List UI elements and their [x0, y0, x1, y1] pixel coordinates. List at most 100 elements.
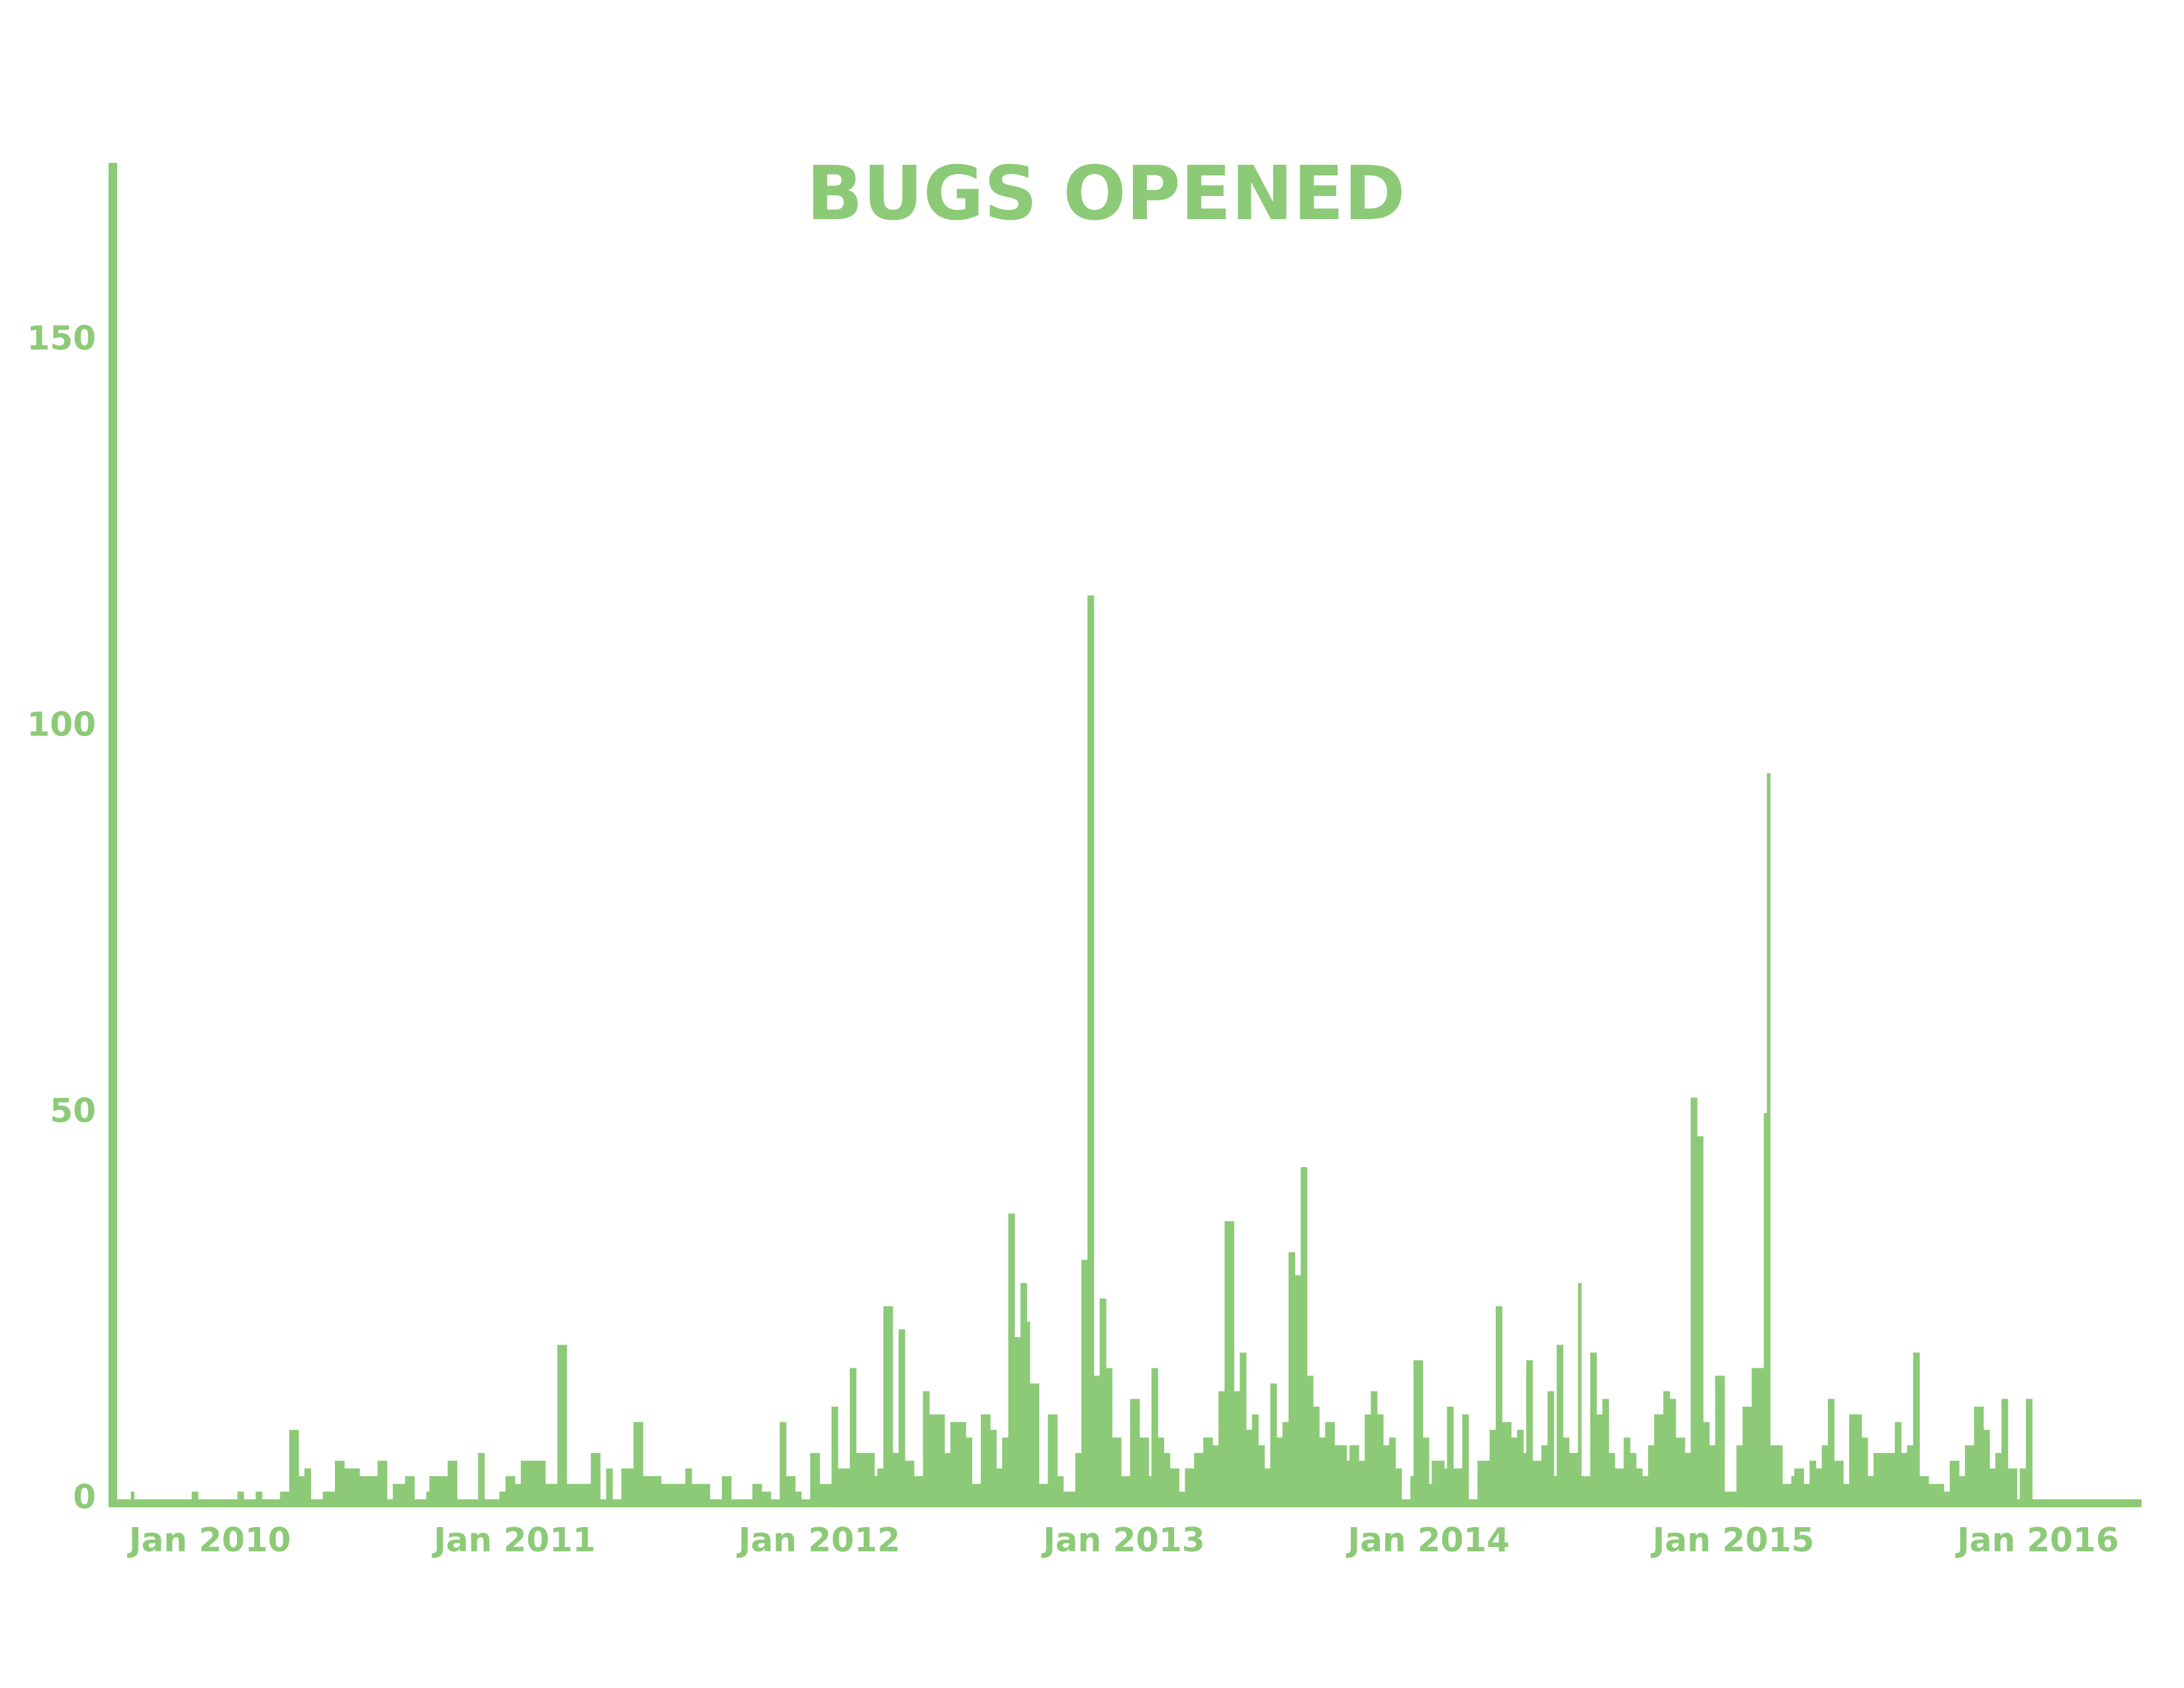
bar — [2026, 1399, 2033, 1499]
x-tick-label: Jan 2011 — [432, 1521, 596, 1560]
x-tick-label: Jan 2010 — [127, 1521, 291, 1560]
bar — [1111, 1437, 1122, 1499]
bar — [1139, 1437, 1150, 1499]
bar — [1635, 1468, 1643, 1499]
bar — [1989, 1468, 1996, 1499]
bar — [1663, 1391, 1670, 1499]
bar — [1675, 1437, 1686, 1499]
bar — [780, 1422, 787, 1499]
bar — [1834, 1460, 1844, 1499]
bar — [1715, 1376, 1725, 1499]
bar — [1502, 1422, 1512, 1499]
bar — [831, 1406, 839, 1499]
bar — [377, 1460, 388, 1499]
bar — [130, 1491, 135, 1499]
bar — [1151, 1368, 1158, 1499]
bar — [1596, 1414, 1603, 1499]
y-tick-label: 0 — [73, 1478, 96, 1517]
bar — [1014, 1336, 1021, 1499]
bar — [1358, 1460, 1365, 1499]
bar — [1087, 595, 1095, 1500]
bar — [874, 1476, 878, 1499]
bar — [761, 1491, 772, 1499]
bar — [1913, 1352, 1920, 1499]
bar — [721, 1476, 732, 1499]
bar — [1928, 1483, 1944, 1499]
bar — [904, 1460, 915, 1499]
bar — [1919, 1476, 1929, 1499]
bar — [1511, 1437, 1518, 1499]
bar — [1654, 1414, 1664, 1499]
bar — [1809, 1460, 1817, 1499]
bar — [1861, 1437, 1868, 1499]
bar — [1709, 1445, 1716, 1499]
bar — [1964, 1445, 1975, 1499]
bar — [1443, 1468, 1448, 1499]
bar — [2001, 1399, 2009, 1499]
bar — [1319, 1437, 1326, 1499]
bar — [343, 1468, 360, 1499]
bar — [1306, 1376, 1314, 1499]
bar — [1029, 1383, 1040, 1499]
bar — [1020, 1283, 1027, 1499]
bar — [1257, 1445, 1265, 1499]
bar — [505, 1476, 516, 1499]
bar — [752, 1483, 762, 1499]
bar — [1815, 1468, 1823, 1499]
bar — [441, 1476, 449, 1499]
bar — [1803, 1483, 1811, 1499]
bar — [1288, 1252, 1295, 1499]
bar — [1895, 1422, 1902, 1499]
bar — [1532, 1460, 1542, 1499]
bar — [1557, 1344, 1564, 1499]
bar — [1489, 1429, 1496, 1499]
bar — [621, 1468, 635, 1499]
bar — [913, 1476, 924, 1499]
bar — [1251, 1414, 1259, 1499]
bar — [1623, 1437, 1631, 1499]
bar — [1669, 1399, 1676, 1499]
bar — [1782, 1483, 1792, 1499]
y-tick-label: 50 — [50, 1092, 96, 1130]
x-tick-label: Jan 2012 — [737, 1521, 901, 1560]
bar — [1075, 1452, 1082, 1499]
bar — [606, 1468, 613, 1499]
bar — [1334, 1445, 1347, 1499]
bar — [1325, 1422, 1335, 1499]
bar — [1526, 1360, 1533, 1499]
bar — [950, 1422, 966, 1499]
bar — [533, 1460, 546, 1499]
bar — [280, 1491, 290, 1499]
bar — [786, 1476, 796, 1499]
bar — [1240, 1352, 1247, 1499]
bar — [643, 1476, 662, 1499]
bar — [359, 1476, 379, 1499]
bar — [1224, 1221, 1234, 1499]
bar — [1958, 1476, 1966, 1499]
bar — [1212, 1445, 1219, 1499]
bar — [1517, 1429, 1524, 1499]
bar — [1234, 1391, 1241, 1499]
bar — [898, 1329, 905, 1499]
bar — [237, 1491, 244, 1499]
bar — [1377, 1414, 1384, 1499]
bar — [429, 1476, 442, 1499]
bar — [1270, 1383, 1277, 1499]
bar — [1312, 1406, 1320, 1499]
bar — [1547, 1391, 1555, 1499]
bar — [1523, 1452, 1527, 1499]
bar — [989, 1429, 997, 1499]
bar — [191, 1491, 199, 1499]
bar — [1282, 1422, 1289, 1499]
bar — [1246, 1429, 1253, 1499]
bar — [1580, 1476, 1591, 1499]
bar — [1553, 1476, 1557, 1499]
bar — [499, 1491, 506, 1499]
bar — [298, 1476, 305, 1499]
bar — [1026, 1321, 1030, 1499]
bar — [478, 1452, 485, 1499]
bar — [1541, 1445, 1549, 1499]
bar — [837, 1468, 850, 1499]
bar — [929, 1414, 945, 1499]
